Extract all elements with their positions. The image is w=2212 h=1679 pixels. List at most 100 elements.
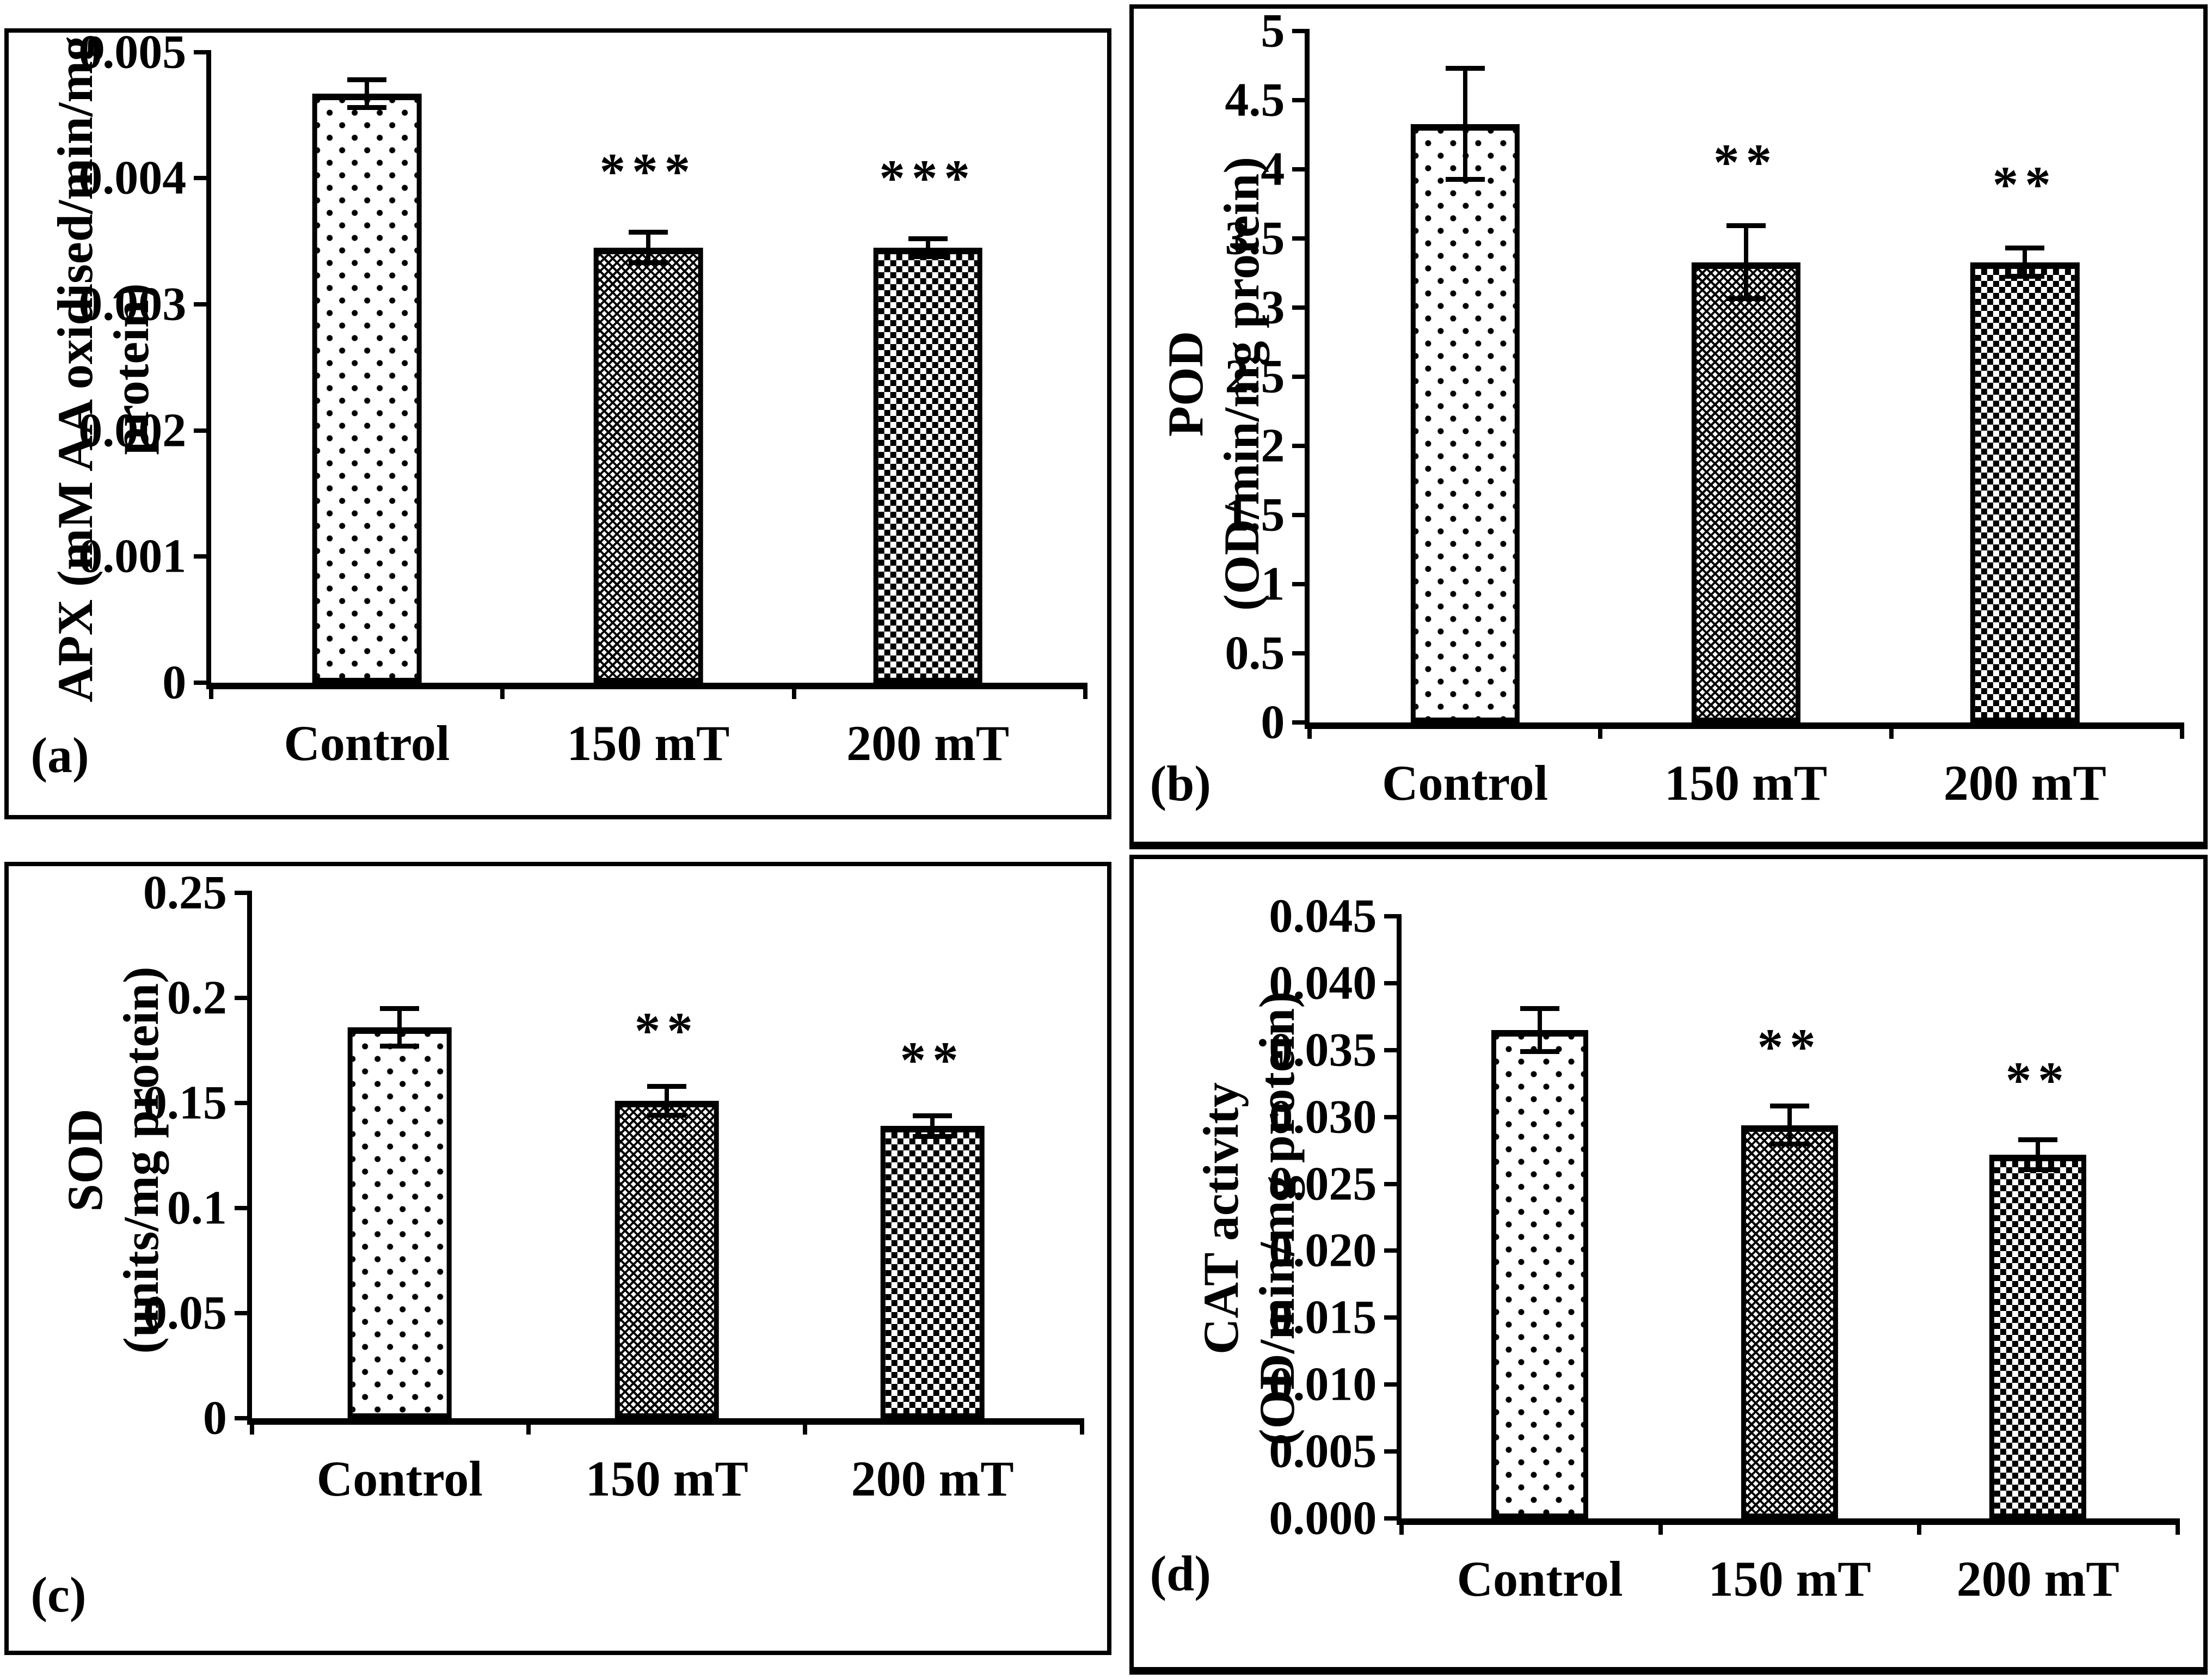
y-axis-tick-mark [194, 176, 212, 181]
x-category-label-200-mt: 200 mT [846, 715, 1010, 771]
y-axis-tick-mark [1384, 1516, 1402, 1521]
panel-letter-c: (c) [30, 1566, 87, 1622]
bar-200-mt [873, 247, 982, 683]
x-axis-tick-mark [526, 1418, 531, 1435]
error-bar-200-mt [2018, 1137, 2058, 1172]
y-axis-tick-mark [194, 554, 212, 559]
error-bar-200-mt [908, 236, 948, 259]
y-axis-tick-label: 0.010 [1269, 1358, 1377, 1411]
y-axis-tick-label: 1.5 [1225, 488, 1285, 542]
bar-control [1410, 124, 1520, 723]
y-axis-label-line1: APX (mM AA oxidised/min/mg [47, 35, 103, 702]
significance-stars-150-mt: ** [1713, 133, 1779, 192]
y-axis-tick-label: 3 [1261, 281, 1285, 334]
x-axis-tick-mark [1889, 722, 1894, 739]
x-axis-tick-mark [1079, 1418, 1084, 1435]
error-bar-200-mt [2005, 246, 2045, 279]
y-axis-tick-mark [234, 1415, 252, 1420]
y-axis-tick-mark [1292, 236, 1310, 241]
y-axis-tick-label: 3.5 [1225, 212, 1285, 265]
y-axis-tick-label: 0.15 [143, 1076, 227, 1130]
y-axis-tick-mark [1292, 582, 1310, 587]
y-axis-tick-label: 0.015 [1269, 1291, 1377, 1344]
x-axis-tick-mark [249, 1418, 254, 1435]
bar-150-mt [1691, 262, 1801, 723]
y-axis-tick-mark [1384, 914, 1402, 919]
x-category-label-200-mt: 200 mT [1956, 1551, 2119, 1607]
y-axis-label-line1: CAT activity [1193, 1082, 1249, 1355]
y-axis-tick-mark [1292, 651, 1310, 656]
significance-stars-200-mt: *** [879, 149, 976, 207]
y-axis-tick-label: 5 [1261, 4, 1285, 58]
y-axis-tick-mark [1384, 1114, 1402, 1119]
x-axis-tick-mark [209, 682, 214, 699]
bar-150-mt [615, 1101, 719, 1418]
y-axis-tick-mark [1292, 720, 1310, 725]
error-bar-control [347, 77, 386, 111]
bar-150-mt [593, 247, 703, 683]
significance-stars-200-mt: ** [2005, 1051, 2070, 1109]
y-axis-tick-mark [1384, 1048, 1402, 1052]
panel-sod: SOD (units/mg protein) 0.25 0.2 0.15 0.1 0.0… [4, 862, 1111, 1655]
error-bar-control [380, 1006, 420, 1049]
y-axis-tick-label: 0.25 [143, 866, 227, 920]
panel-letter-a: (a) [30, 727, 89, 783]
x-category-label-control: Control [1457, 1551, 1623, 1607]
y-axis-tick-label: 0.005 [1269, 1425, 1377, 1478]
bar-control [312, 94, 422, 683]
error-bar-control [1445, 65, 1485, 182]
x-category-label-150-mt: 150 mT [1664, 755, 1828, 811]
y-axis-tick-mark [1384, 1382, 1402, 1387]
y-axis-tick-mark [1292, 167, 1310, 172]
y-axis-tick-label: 0.2 [167, 971, 227, 1025]
y-axis-tick-mark [1292, 29, 1310, 34]
y-axis-tick-mark [1384, 1315, 1402, 1320]
x-category-label-150-mt: 150 mT [1708, 1551, 1871, 1607]
y-axis-tick-mark [234, 1205, 252, 1210]
error-bar-150-mt [1770, 1104, 1810, 1147]
y-axis-tick-label: 4.5 [1225, 73, 1285, 127]
y-axis-label-line1: SOD [57, 1108, 113, 1212]
y-axis-tick-mark [1292, 98, 1310, 103]
y-axis-tick-label: 0 [202, 1392, 227, 1445]
y-axis-tick-label: 0.05 [143, 1286, 227, 1340]
y-axis-tick-mark [1384, 1449, 1402, 1454]
x-category-label-150-mt: 150 mT [585, 1450, 748, 1506]
y-axis-tick-label: 0 [162, 656, 187, 709]
plot-area-sod: 0.25 0.2 0.15 0.1 0.05 0 Control 150 mT ** 200 mT… [143, 866, 1084, 1506]
y-axis-tick-label: 2.5 [1225, 350, 1285, 403]
x-axis-tick-mark [1916, 1518, 1921, 1535]
y-axis-tick-mark [1292, 305, 1310, 310]
y-axis-tick-mark [234, 995, 252, 1000]
error-bar-150-mt [1726, 223, 1766, 301]
y-axis-tick-label: 0.5 [1225, 627, 1285, 680]
significance-stars-150-mt: *** [599, 143, 697, 201]
panel-letter-d: (d) [1150, 1546, 1211, 1602]
y-axis-tick-mark [1292, 513, 1310, 518]
x-axis-tick-mark [791, 682, 796, 699]
x-axis-tick-mark [1399, 1518, 1404, 1535]
error-bar-150-mt [628, 230, 668, 266]
y-axis-tick-label: 0.040 [1269, 957, 1377, 1010]
significance-stars-150-mt: ** [1757, 1018, 1822, 1076]
plot-area-apx: 0.005 0.004 0.003 0.002 0.001 0 Control 150 mT *… [78, 26, 1087, 771]
plot-area-pod: 5 4.5 4 3.5 3 2.5 2 1.5 1 0.5 0 Control 150 mT ** 200 … [1225, 5, 2184, 811]
y-axis-label-line1: POD [1158, 330, 1214, 437]
panel-pod: POD (OD/min/mg protein) 5 4.5 4 3.5 3 2.5 2 1.5… [1129, 4, 2208, 849]
y-axis-tick-label: 0.005 [78, 26, 187, 79]
error-bar-control [1520, 1006, 1560, 1055]
y-axis-tick-mark [194, 50, 212, 54]
x-category-label-150-mt: 150 mT [567, 715, 730, 771]
error-bar-200-mt [913, 1113, 953, 1139]
y-axis-tick-label: 0.1 [167, 1181, 227, 1235]
y-axis-tick-mark [194, 428, 212, 433]
x-category-label-control: Control [316, 1450, 483, 1506]
bar-150-mt [1741, 1125, 1839, 1518]
significance-stars-200-mt: ** [1992, 155, 2057, 213]
y-axis-tick-label: 0.001 [78, 530, 187, 583]
y-axis-tick-mark [1384, 981, 1402, 986]
panel-cat: CAT activity (OD/min/mg protein) 0.045 0.… [1129, 855, 2208, 1675]
y-axis-tick-mark [194, 302, 212, 307]
panel-letter-b: (b) [1150, 756, 1211, 812]
